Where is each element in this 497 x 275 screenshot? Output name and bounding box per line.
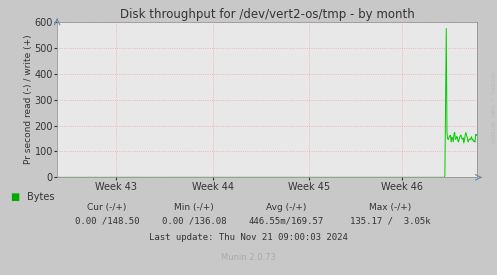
Text: Min (-/+): Min (-/+) xyxy=(174,203,214,212)
Text: Bytes: Bytes xyxy=(27,192,55,202)
Text: 135.17 /  3.05k: 135.17 / 3.05k xyxy=(350,217,430,226)
Y-axis label: Pr second read (-) / write (+): Pr second read (-) / write (+) xyxy=(24,35,33,164)
Text: Cur (-/+): Cur (-/+) xyxy=(87,203,127,212)
Text: 0.00 /148.50: 0.00 /148.50 xyxy=(75,217,139,226)
Text: Last update: Thu Nov 21 09:00:03 2024: Last update: Thu Nov 21 09:00:03 2024 xyxy=(149,233,348,242)
Text: Avg (-/+): Avg (-/+) xyxy=(265,203,306,212)
Text: RRDTOOL / TOBI OETIKER: RRDTOOL / TOBI OETIKER xyxy=(490,72,495,143)
Text: 446.55m/169.57: 446.55m/169.57 xyxy=(248,217,324,226)
Text: ■: ■ xyxy=(10,192,19,202)
Title: Disk throughput for /dev/vert2-os/tmp - by month: Disk throughput for /dev/vert2-os/tmp - … xyxy=(120,8,414,21)
Text: 0.00 /136.08: 0.00 /136.08 xyxy=(162,217,226,226)
Text: Munin 2.0.73: Munin 2.0.73 xyxy=(221,253,276,262)
Text: Max (-/+): Max (-/+) xyxy=(369,203,412,212)
